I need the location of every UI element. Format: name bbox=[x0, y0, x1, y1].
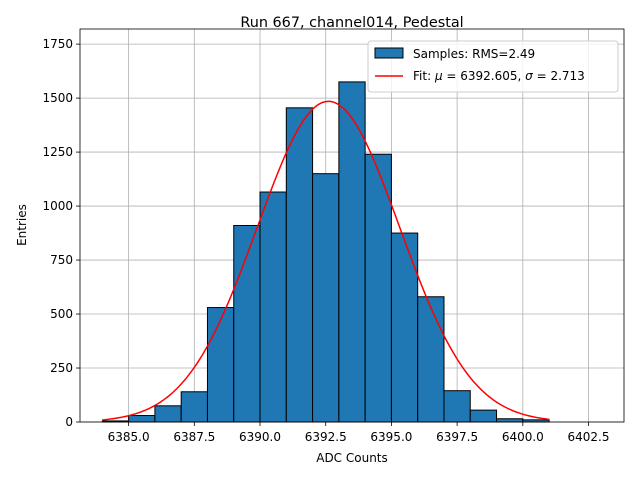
legend-fit-mu-symbol: μ bbox=[434, 69, 443, 83]
x-tick-label-1: 6387.5 bbox=[173, 430, 215, 444]
histogram-bar-14 bbox=[469, 409, 498, 423]
x-tick-label-3: 6392.5 bbox=[305, 430, 347, 444]
histogram-bar-13 bbox=[443, 390, 471, 423]
histogram-bar-9 bbox=[338, 81, 366, 423]
y-tick-label-6: 1500 bbox=[42, 91, 73, 105]
x-tick-label-5: 6397.5 bbox=[436, 430, 478, 444]
y-axis-ticks: 0 250 500 750 1000 1250 1500 1750 bbox=[42, 37, 80, 429]
legend-fit-sigma-symbol: σ bbox=[525, 69, 533, 83]
chart-title: Run 667, channel014, Pedestal bbox=[240, 15, 463, 31]
histogram-bars bbox=[101, 81, 550, 423]
legend-fit-label: Fit: μ = 6392.605, σ = 2.713 bbox=[413, 69, 585, 83]
y-tick-label-7: 1750 bbox=[42, 37, 73, 51]
histogram-bar-8 bbox=[312, 173, 340, 423]
plot-frame bbox=[79, 28, 625, 423]
legend-fit-mu-value: = 6392.605, bbox=[443, 69, 526, 83]
histogram-bar-10 bbox=[364, 153, 392, 423]
histogram-bar-6 bbox=[259, 191, 287, 423]
legend-frame bbox=[367, 40, 619, 93]
histogram-bar-12 bbox=[417, 296, 445, 423]
y-tick-label-4: 1000 bbox=[42, 199, 73, 213]
y-tick-label-1: 250 bbox=[50, 361, 73, 375]
y-axis-label: Entries bbox=[15, 204, 29, 246]
y-tick-label-3: 750 bbox=[50, 253, 73, 267]
histogram-bar-4 bbox=[206, 307, 235, 423]
histogram-bar-5 bbox=[233, 225, 261, 423]
fit-curve-group bbox=[102, 100, 550, 421]
x-tick-label-7: 6402.5 bbox=[568, 430, 610, 444]
legend: Samples: RMS=2.49 Fit: μ = 6392.605, σ =… bbox=[367, 40, 619, 93]
x-axis-ticks: 6385.0 6387.5 6390.0 6392.5 6395.0 6397.5 6400… bbox=[108, 422, 610, 444]
fit-curve bbox=[102, 100, 550, 421]
y-tick-label-2: 500 bbox=[50, 307, 73, 321]
legend-fit-prefix: Fit: bbox=[413, 69, 435, 83]
legend-histogram-swatch bbox=[374, 47, 404, 59]
histogram-bar-7 bbox=[285, 107, 314, 423]
x-tick-label-0: 6385.0 bbox=[108, 430, 150, 444]
y-tick-label-5: 1250 bbox=[42, 145, 73, 159]
x-tick-label-6: 6400.0 bbox=[502, 430, 544, 444]
x-axis-label: ADC Counts bbox=[316, 451, 388, 465]
x-tick-label-4: 6395.0 bbox=[370, 430, 412, 444]
legend-histogram-label: Samples: RMS=2.49 bbox=[413, 47, 535, 61]
histogram-bar-3 bbox=[180, 391, 208, 423]
histogram-bar-2 bbox=[154, 405, 182, 423]
y-tick-label-0: 0 bbox=[65, 415, 73, 429]
legend-fit-sigma-value: = 2.713 bbox=[533, 69, 585, 83]
x-tick-label-2: 6390.0 bbox=[239, 430, 281, 444]
histogram-bar-15 bbox=[496, 418, 524, 423]
histogram-bar-11 bbox=[390, 232, 419, 423]
histogram-bar-1 bbox=[128, 415, 156, 423]
